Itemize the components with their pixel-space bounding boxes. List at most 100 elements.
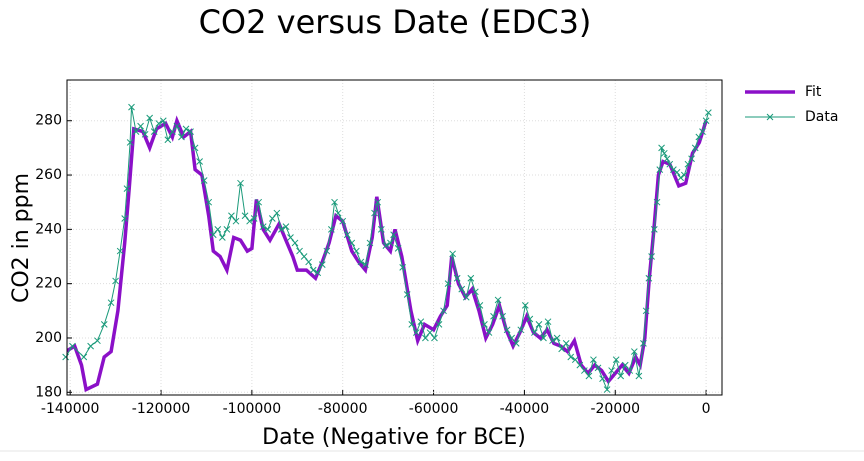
data-point xyxy=(141,130,149,138)
plot-frame xyxy=(66,79,723,396)
data-point xyxy=(608,367,615,374)
data-point xyxy=(677,174,685,182)
data-point xyxy=(431,334,438,342)
data-point xyxy=(169,128,176,135)
data-point xyxy=(173,122,181,130)
data-point xyxy=(648,253,655,260)
data-point xyxy=(635,372,643,380)
data-point xyxy=(535,321,543,328)
x-tick-label: -20000 xyxy=(590,401,640,417)
data-point xyxy=(590,356,597,364)
data-point xyxy=(658,144,665,152)
data-point xyxy=(107,299,115,307)
data-point xyxy=(490,312,497,320)
data-point xyxy=(462,293,470,301)
data-point xyxy=(87,342,94,350)
data-point xyxy=(94,337,101,345)
data-point xyxy=(408,321,416,328)
data-point xyxy=(155,120,163,127)
data-point xyxy=(663,155,671,163)
data-point xyxy=(444,280,452,288)
data-point xyxy=(159,117,167,125)
data-point xyxy=(112,277,119,285)
data-point xyxy=(485,329,493,336)
data-point xyxy=(650,225,658,233)
data-point xyxy=(205,198,213,206)
data-point xyxy=(187,128,194,135)
data-point xyxy=(382,242,390,250)
data-point xyxy=(100,321,108,328)
data-point xyxy=(264,225,272,233)
y-axis-label: CO2 in ppm xyxy=(9,173,34,303)
data-point xyxy=(178,133,185,141)
data-point xyxy=(581,367,588,374)
data-point xyxy=(366,239,374,247)
data-point xyxy=(481,321,488,328)
data-point xyxy=(494,296,502,304)
data-point xyxy=(412,329,420,336)
data-point xyxy=(200,177,208,184)
y-tick-label: 280 xyxy=(35,113,62,129)
data-point xyxy=(549,337,556,345)
data-point xyxy=(331,198,338,206)
data-point xyxy=(137,122,144,130)
data-point xyxy=(567,353,575,361)
data-point xyxy=(132,128,140,135)
data-point xyxy=(403,291,411,298)
data-point xyxy=(399,264,407,271)
data-point xyxy=(467,274,475,282)
data-point xyxy=(684,160,692,168)
data-point xyxy=(255,198,263,206)
data-point xyxy=(352,247,360,255)
x-tick-label: -40000 xyxy=(500,401,550,417)
data-point xyxy=(699,128,706,135)
data-point xyxy=(571,356,579,364)
x-tick-label: 0 xyxy=(702,401,711,417)
data-point xyxy=(440,307,447,315)
data-point xyxy=(250,215,258,222)
data-point xyxy=(69,342,76,350)
data-point xyxy=(362,261,369,269)
data-point xyxy=(656,166,664,173)
data-point xyxy=(323,247,331,255)
data-point xyxy=(544,318,552,326)
x-tick-label: -140000 xyxy=(41,401,100,417)
data-point xyxy=(642,307,650,315)
data-point xyxy=(417,318,425,326)
data-point xyxy=(126,139,134,146)
x-tick-label: -60000 xyxy=(409,401,459,417)
data-point xyxy=(673,168,681,176)
data-point xyxy=(116,247,124,255)
x-tick-label: -80000 xyxy=(318,401,368,417)
data-point xyxy=(305,258,313,266)
chart-title: CO2 versus Date (EDC3) xyxy=(199,3,592,41)
data-point xyxy=(508,334,516,342)
data-point xyxy=(617,372,625,380)
y-tick-label: 200 xyxy=(35,330,62,346)
data-point xyxy=(630,348,638,355)
data-point xyxy=(499,312,506,320)
x-tick-label: -120000 xyxy=(132,401,191,417)
data-point xyxy=(339,217,347,225)
data-point xyxy=(334,209,342,217)
data-point xyxy=(150,128,158,135)
data-point xyxy=(390,231,397,239)
data-point xyxy=(705,109,712,116)
data-point xyxy=(599,375,606,383)
data-point xyxy=(558,345,566,353)
data-point xyxy=(241,212,249,220)
data-point xyxy=(471,288,479,296)
data-point xyxy=(621,361,629,369)
data-point xyxy=(435,321,443,328)
y-tick-label: 180 xyxy=(35,384,62,400)
data-point xyxy=(62,353,69,361)
data-point xyxy=(512,340,520,347)
data-point xyxy=(228,212,235,220)
data-point xyxy=(695,133,703,141)
data-point xyxy=(191,144,199,152)
data-point xyxy=(146,114,154,122)
data-point xyxy=(246,217,253,225)
data-point xyxy=(517,326,525,334)
data-point xyxy=(645,274,653,282)
